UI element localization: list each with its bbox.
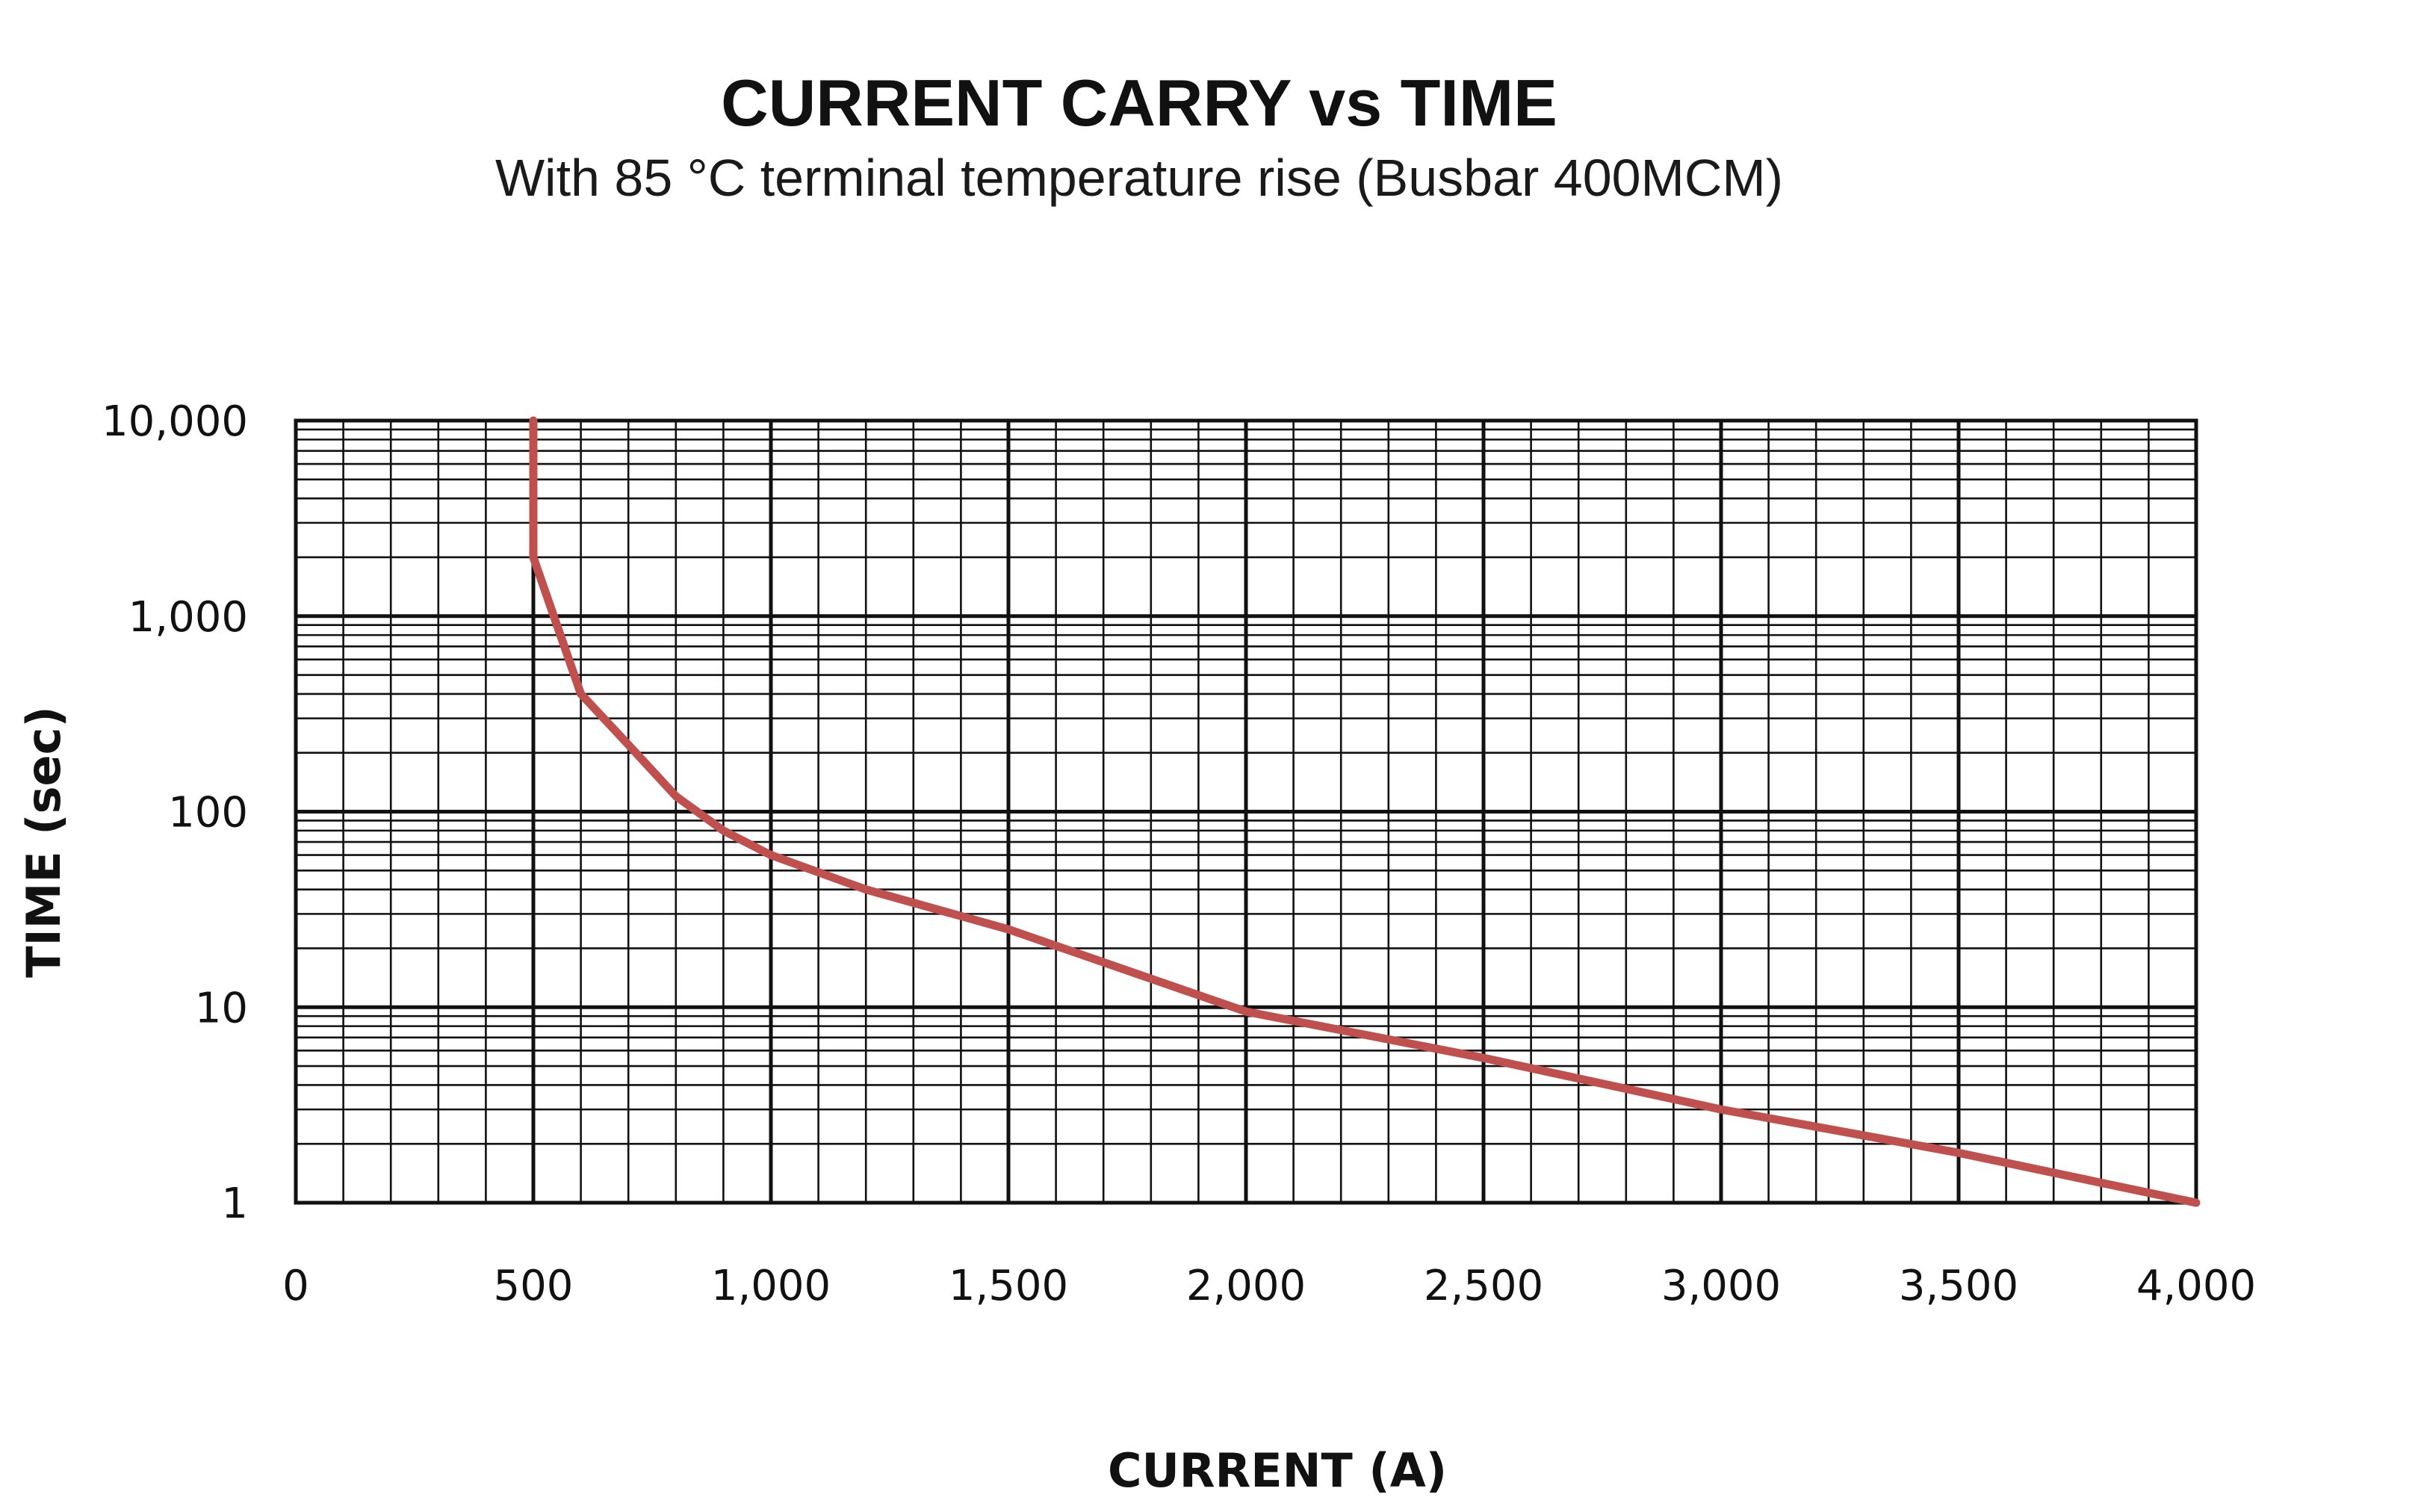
x-tick-label: 1,000: [711, 1262, 831, 1310]
x-axis-ticks: 0 500 1,000 1,500 2,000 2,500 3,000 3,500 4,000: [282, 1262, 2256, 1310]
grid: [294, 418, 2198, 1205]
y-tick-label: 100: [168, 789, 248, 837]
series-line-0: [529, 416, 2201, 1207]
x-tick-label: 2,000: [1186, 1262, 1306, 1310]
chart-title: CURRENT CARRY vs TIME: [721, 66, 1557, 140]
y-tick-label: 1,000: [128, 593, 248, 642]
x-tick-label: 500: [494, 1262, 574, 1310]
y-axis-label: TIME (sec): [16, 706, 71, 977]
y-tick-label: 10: [195, 984, 248, 1032]
y-tick-label: 1: [221, 1180, 248, 1228]
x-tick-label: 3,500: [1899, 1262, 2018, 1310]
y-axis-ticks: 1 10 100 1,000 10,000: [102, 397, 248, 1228]
x-tick-label: 0: [282, 1262, 309, 1310]
x-tick-label: 2,500: [1424, 1262, 1543, 1310]
x-axis-label: CURRENT (A): [1108, 1443, 1447, 1498]
x-tick-label: 3,000: [1661, 1262, 1781, 1310]
series-layer: [529, 416, 2201, 1207]
x-tick-label: 4,000: [2136, 1262, 2256, 1310]
y-tick-label: 10,000: [102, 397, 248, 446]
x-tick-label: 1,500: [949, 1262, 1068, 1310]
chart-subtitle: With 85 °C terminal temperature rise (Bu…: [495, 149, 1783, 207]
plot-frame: [294, 418, 2198, 1205]
